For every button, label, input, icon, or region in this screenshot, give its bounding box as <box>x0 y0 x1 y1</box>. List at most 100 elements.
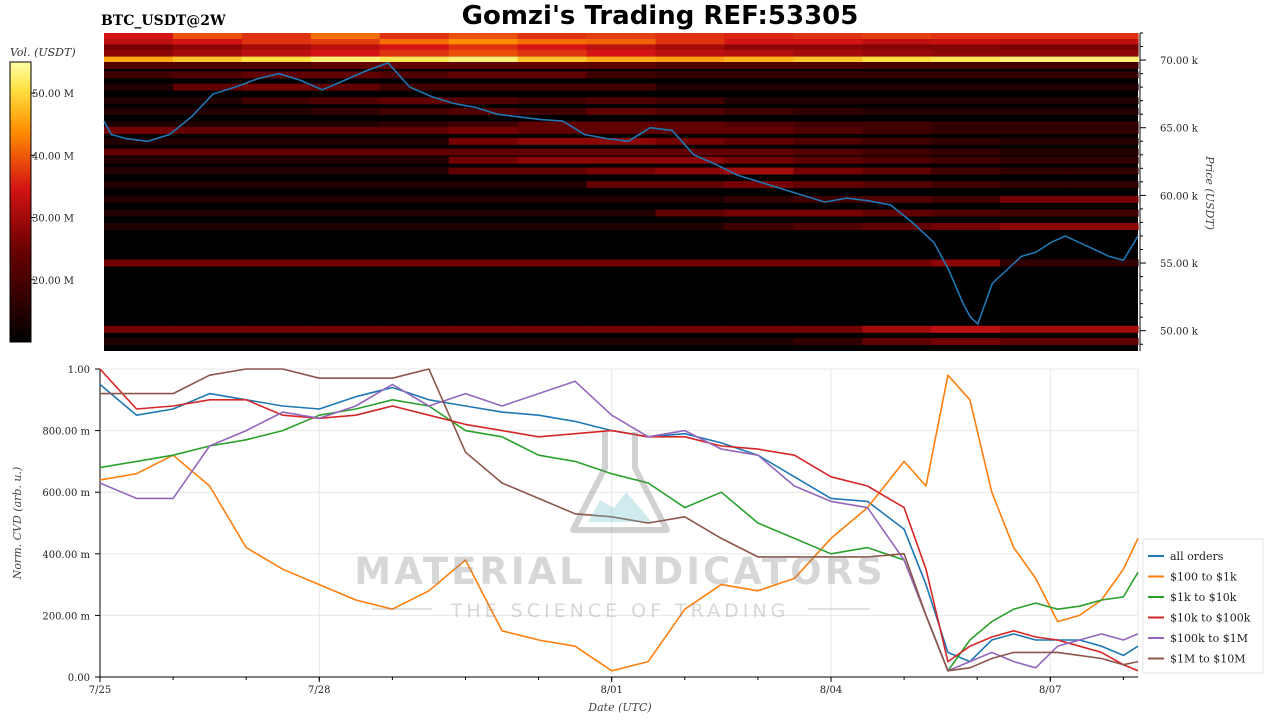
heatmap-cell <box>241 121 312 129</box>
heatmap-cell <box>1069 33 1139 40</box>
heatmap-cell <box>517 126 588 134</box>
heatmap-cell <box>724 126 794 134</box>
colorbar-tick-label: 50.00 M <box>32 89 74 100</box>
heatmap-cell <box>1069 181 1139 189</box>
heatmap-cell <box>793 71 863 79</box>
price-axis: 50.00 k 55.00 k 60.00 k 65.00 k 70.00 k <box>1139 32 1199 351</box>
heatmap-cell <box>724 223 794 230</box>
heatmap-cell <box>655 181 725 189</box>
heatmap-cell <box>517 71 588 79</box>
heatmap-cell <box>1000 156 1070 164</box>
heatmap-cell <box>931 83 1001 91</box>
heatmap-cell <box>1069 83 1139 91</box>
heatmap-cell <box>241 108 312 115</box>
heatmap-cell <box>586 156 656 164</box>
heatmap-cell <box>310 56 381 64</box>
heatmap-cell <box>1000 223 1070 230</box>
heatmap-cell <box>310 71 381 79</box>
heatmap-cell <box>310 44 381 52</box>
heatmap-cell <box>241 181 312 189</box>
heatmap-cell <box>448 44 519 52</box>
heatmap-cell <box>310 156 381 164</box>
heatmap-cell <box>931 71 1001 79</box>
heatmap-cell <box>379 181 450 189</box>
heatmap-cell <box>862 71 932 79</box>
heatmap-cell <box>1000 167 1070 175</box>
heatmap-cell <box>586 126 656 134</box>
heatmap-cell <box>172 49 243 57</box>
x-tick-label: 8/01 <box>600 685 622 696</box>
heatmap-cell <box>241 62 312 69</box>
price-tick-label: 60.00 k <box>1160 191 1199 202</box>
heatmap-cell <box>172 338 243 345</box>
heatmap-cell <box>793 338 863 345</box>
heatmap-cell <box>862 97 932 105</box>
heatmap-cell <box>448 83 519 91</box>
symbol-label: BTC_USDT@2W <box>101 13 226 29</box>
y-tick-label: 400.00 m <box>42 550 90 561</box>
heatmap-cell <box>379 223 450 230</box>
heatmap-cell <box>517 137 588 145</box>
price-tick-label: 65.00 k <box>1160 124 1199 135</box>
heatmap-cell <box>862 56 932 64</box>
heatmap-cell <box>517 108 588 115</box>
heatmap-cell <box>310 126 381 134</box>
heatmap-panel <box>103 33 1139 351</box>
heatmap-cell <box>379 49 450 57</box>
heatmap-cell <box>379 83 450 91</box>
heatmap-cell <box>379 137 450 145</box>
heatmap-cell <box>724 62 794 69</box>
heatmap-cell <box>241 56 312 64</box>
heatmap-cell <box>104 121 174 129</box>
heatmap-cell <box>310 33 381 40</box>
heatmap-cell <box>1069 126 1139 134</box>
heatmap-cell <box>655 56 725 64</box>
heatmap-cell <box>655 71 725 79</box>
watermark-name: MATERIAL INDICATORS <box>354 550 885 593</box>
heatmap-cell <box>1000 137 1070 145</box>
heatmap-cell <box>1000 181 1070 189</box>
heatmap-cell <box>310 259 381 267</box>
heatmap-cell <box>517 156 588 164</box>
heatmap-cell <box>655 137 725 145</box>
heatmap-cell <box>104 209 174 217</box>
heatmap-cell <box>379 121 450 129</box>
x-tick-label: 7/28 <box>308 685 330 696</box>
heatmap-cell <box>379 338 450 345</box>
heatmap-cell <box>448 167 519 175</box>
heatmap-cell <box>448 137 519 145</box>
heatmap-cell <box>517 56 588 64</box>
heatmap-cell <box>517 167 588 175</box>
heatmap-cell <box>448 223 519 230</box>
heatmap-cell <box>172 209 243 217</box>
heatmap-cell <box>724 33 794 40</box>
heatmap-cell <box>586 71 656 79</box>
heatmap-cell <box>655 148 725 156</box>
heatmap-cell <box>655 156 725 164</box>
heatmap-cell <box>1000 209 1070 217</box>
heatmap-cell <box>241 49 312 57</box>
heatmap-cell <box>104 71 174 79</box>
heatmap-cell <box>448 97 519 105</box>
heatmap-cell <box>1069 49 1139 57</box>
heatmap-cell <box>724 49 794 57</box>
heatmap-cell <box>172 39 243 46</box>
heatmap-cell <box>517 44 588 52</box>
heatmap-cell <box>310 167 381 175</box>
heatmap-cell <box>310 223 381 230</box>
heatmap-cell <box>1069 44 1139 52</box>
colorbar-label: Vol. (USDT) <box>10 46 76 59</box>
heatmap-cell <box>724 121 794 129</box>
heatmap-cell <box>1069 56 1139 64</box>
heatmap-cell <box>793 121 863 129</box>
heatmap-cell <box>1069 71 1139 79</box>
heatmap-cell <box>448 325 519 333</box>
heatmap-cell <box>793 39 863 46</box>
heatmap-cell <box>172 148 243 156</box>
heatmap-cell <box>586 209 656 217</box>
heatmap-cell <box>448 71 519 79</box>
heatmap-cell <box>862 108 932 115</box>
heatmap-cell <box>104 44 174 52</box>
heatmap-background <box>104 33 1138 351</box>
heatmap-cell <box>1000 259 1070 267</box>
